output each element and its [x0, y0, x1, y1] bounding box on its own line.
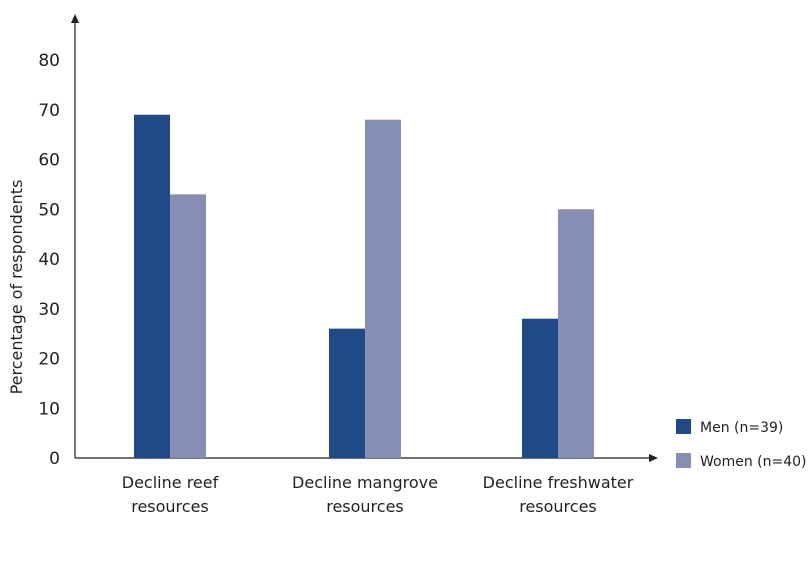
bar-men	[329, 328, 365, 458]
legend-swatch-women	[676, 453, 691, 468]
y-tick-label: 10	[38, 399, 60, 419]
y-tick-label: 20	[38, 350, 60, 370]
bar-women	[170, 194, 206, 458]
y-tick-label: 80	[38, 51, 60, 71]
x-labels: Decline reef resources Decline mangrove res…	[122, 473, 634, 516]
bar-women	[558, 209, 594, 458]
x-category-label: Decline freshwater resources	[483, 473, 634, 516]
legend-label-men: Men (n=39)	[700, 420, 783, 436]
x-category-label: Decline mangrove resources	[292, 473, 438, 516]
y-tick-label: 40	[38, 250, 60, 270]
x-axis-arrow	[649, 454, 658, 462]
y-ticks: 0 10 20 30 40 50 60 70 80	[38, 51, 60, 469]
legend: Men (n=39) Women (n=40)	[676, 419, 807, 470]
y-tick-label: 60	[38, 151, 60, 171]
y-axis-arrow	[71, 14, 79, 23]
bar-women	[365, 119, 401, 458]
y-tick-label: 0	[49, 449, 60, 469]
bar-men	[134, 114, 170, 458]
bars	[134, 114, 594, 458]
legend-label-women: Women (n=40)	[700, 454, 807, 470]
legend-swatch-men	[676, 419, 691, 434]
y-axis-title: Percentage of respondents	[7, 180, 26, 395]
y-tick-label: 50	[38, 200, 60, 220]
bar-men	[522, 318, 558, 458]
y-tick-label: 70	[38, 101, 60, 121]
y-tick-label: 30	[38, 300, 60, 320]
x-category-label: Decline reef resources	[122, 473, 219, 516]
